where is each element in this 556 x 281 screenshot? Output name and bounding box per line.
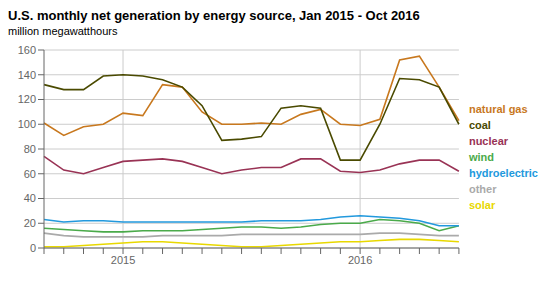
svg-text:100: 100 [18, 118, 36, 130]
svg-text:2015: 2015 [111, 254, 135, 266]
svg-text:0: 0 [30, 242, 36, 254]
svg-text:160: 160 [18, 44, 36, 56]
html-text:other: other [468, 183, 497, 195]
svg-text:80: 80 [24, 143, 36, 155]
html-text:million megawatthours: million megawatthours [8, 25, 118, 37]
html-text:U.S. monthly net generation by: U.S. monthly net generation by energy so… [8, 8, 420, 23]
svg-text:60: 60 [24, 168, 36, 180]
svg-text:140: 140 [18, 69, 36, 81]
html-text:nuclear: nuclear [468, 135, 508, 147]
html-text:wind: wind [468, 151, 494, 163]
html-text:coal: coal [468, 119, 491, 131]
html-text:hydroelectric: hydroelectric [468, 167, 538, 179]
svg-text:20: 20 [24, 217, 36, 229]
html-text:natural gas: natural gas [468, 103, 528, 115]
html-text:solar: solar [468, 199, 496, 211]
svg-text:2016: 2016 [348, 254, 372, 266]
svg-text:40: 40 [24, 192, 36, 204]
svg-text:120: 120 [18, 93, 36, 105]
